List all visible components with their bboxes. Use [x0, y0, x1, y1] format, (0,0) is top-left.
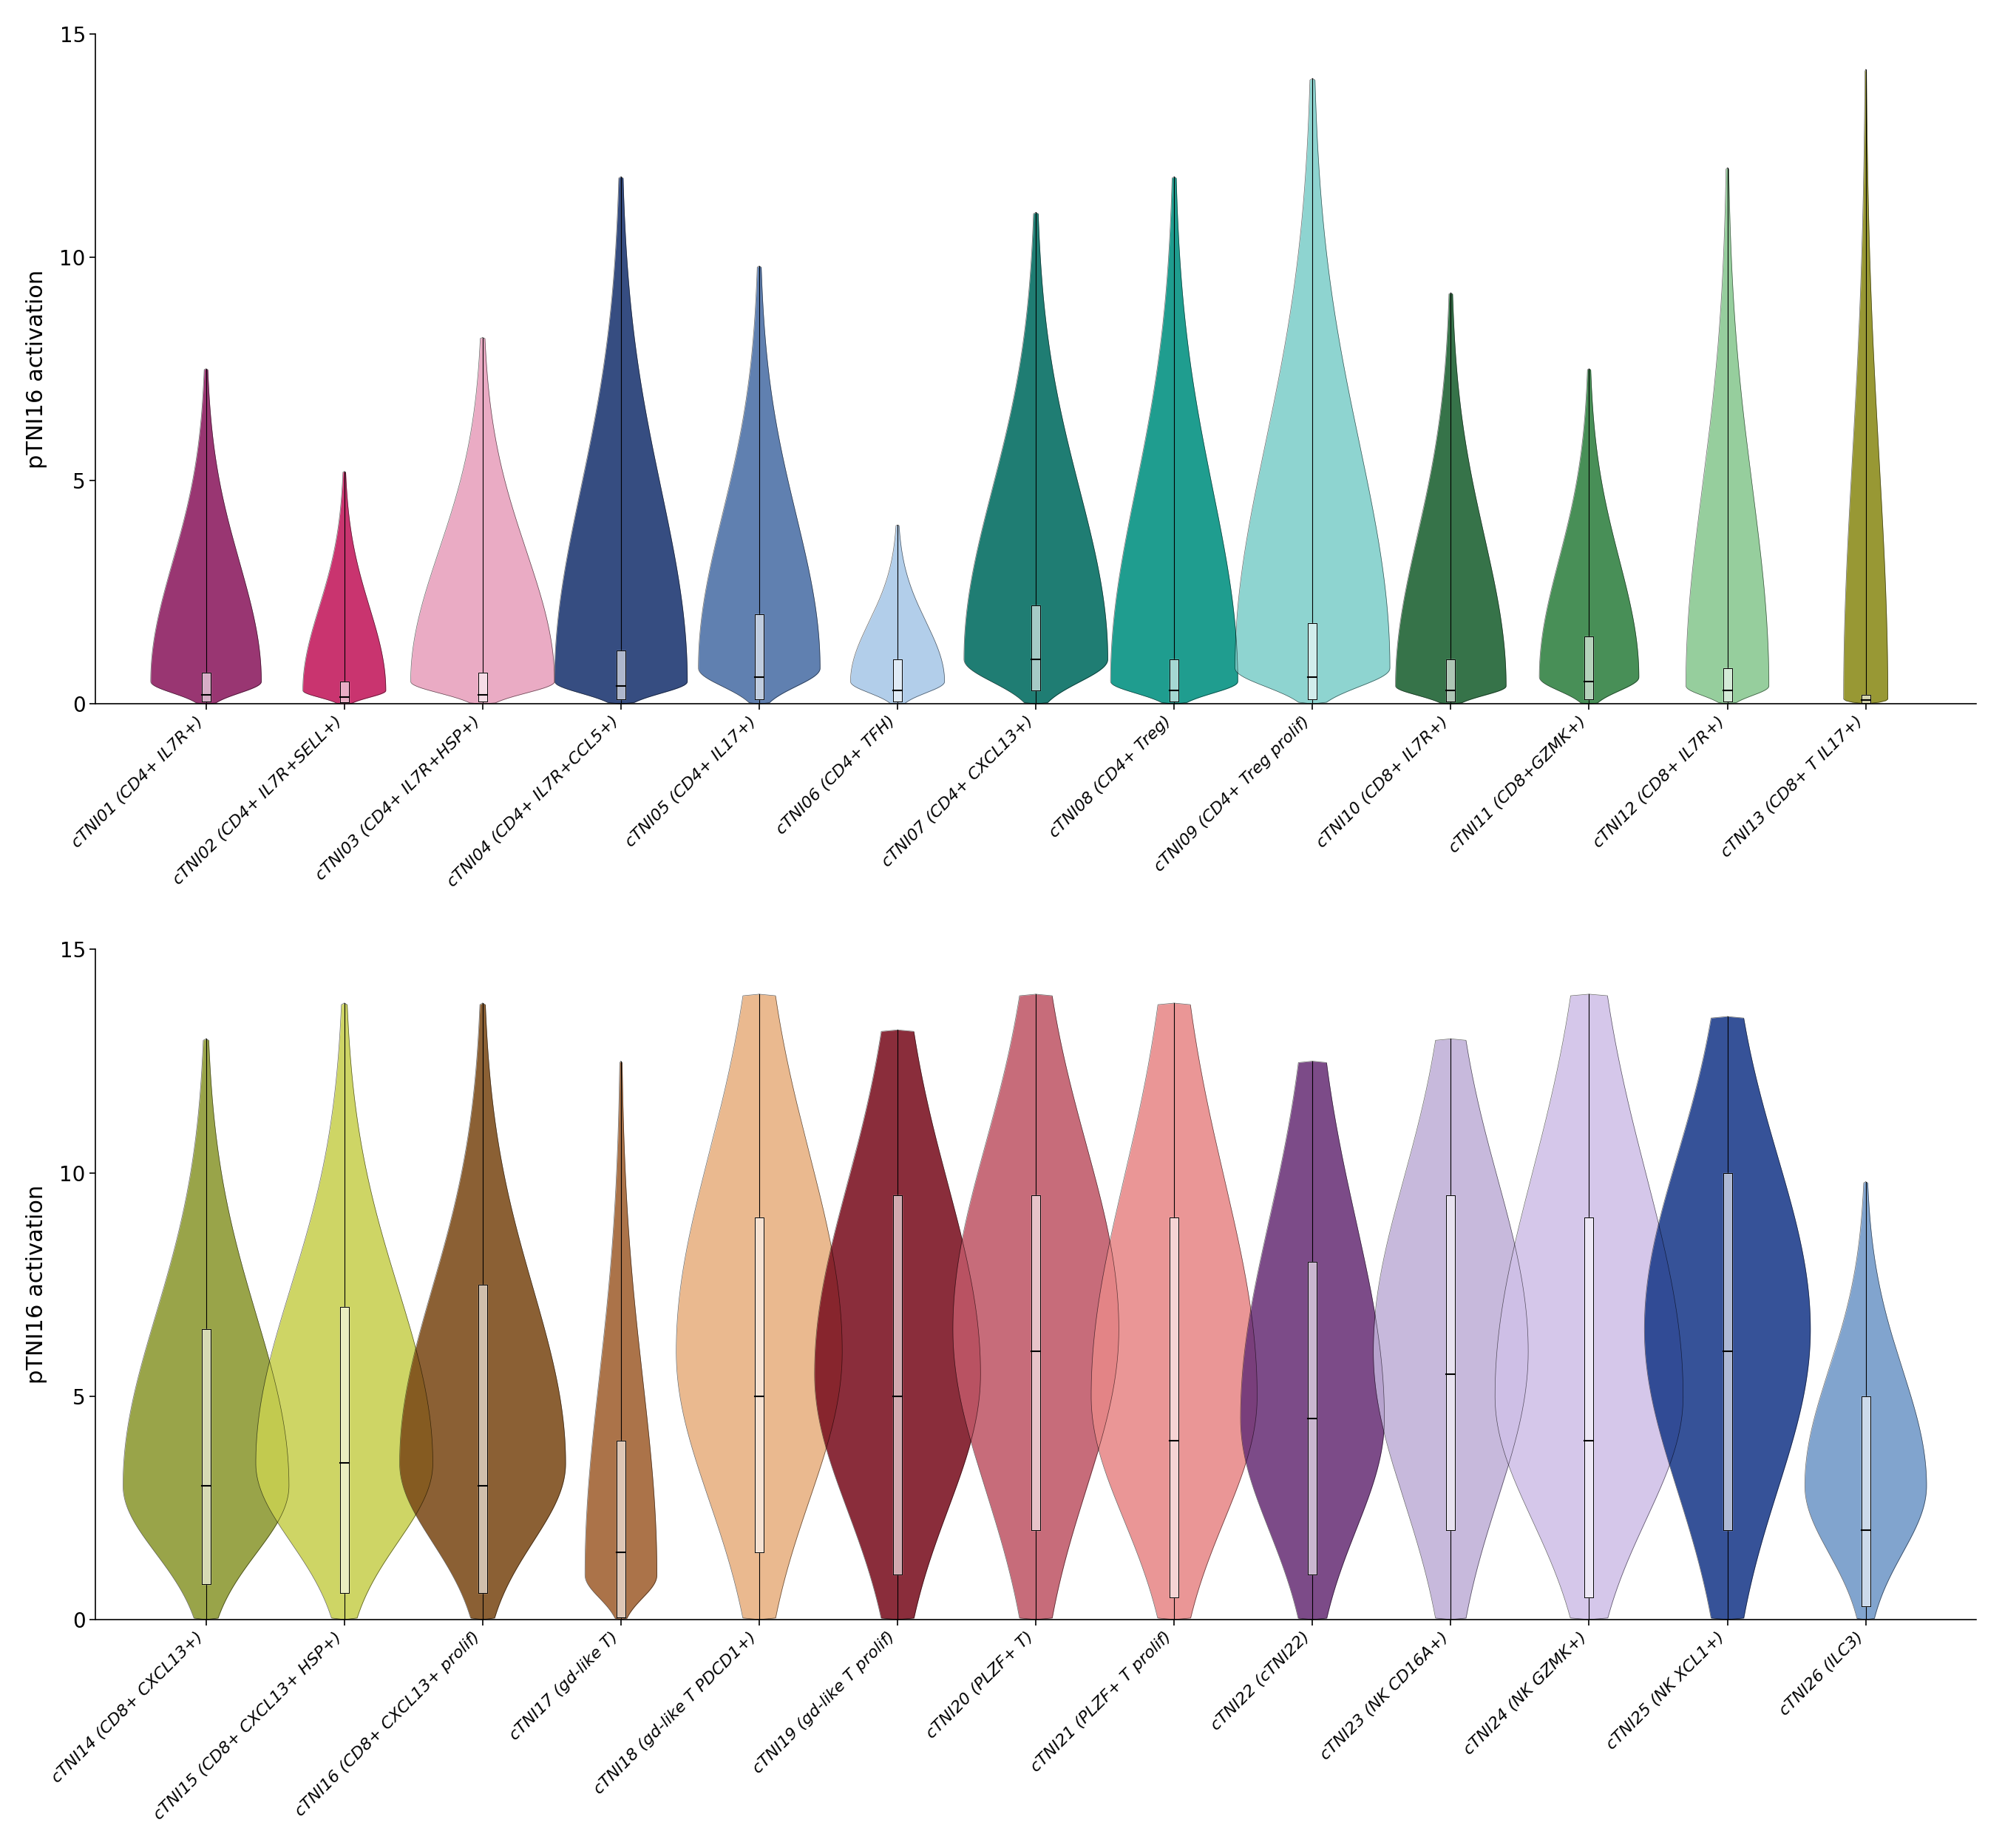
Polygon shape	[1445, 1196, 1455, 1530]
Polygon shape	[617, 650, 625, 699]
Polygon shape	[1724, 669, 1732, 702]
Polygon shape	[1169, 660, 1179, 702]
Y-axis label: pTNI16 activation: pTNI16 activation	[26, 270, 48, 468]
Polygon shape	[1862, 695, 1870, 702]
Polygon shape	[1307, 1262, 1317, 1574]
Polygon shape	[340, 682, 348, 702]
Polygon shape	[755, 615, 763, 699]
Polygon shape	[755, 1218, 763, 1552]
Polygon shape	[893, 660, 903, 702]
Polygon shape	[478, 1284, 486, 1593]
Polygon shape	[1031, 606, 1041, 691]
Y-axis label: pTNI16 activation: pTNI16 activation	[26, 1185, 48, 1384]
Polygon shape	[340, 1307, 348, 1593]
Polygon shape	[1031, 1196, 1041, 1530]
Polygon shape	[1862, 1397, 1870, 1606]
Polygon shape	[202, 673, 210, 702]
Polygon shape	[202, 1329, 210, 1584]
Polygon shape	[1169, 1218, 1179, 1597]
Polygon shape	[1445, 660, 1455, 702]
Polygon shape	[1724, 1173, 1732, 1530]
Polygon shape	[617, 1441, 625, 1617]
Polygon shape	[893, 1196, 903, 1574]
Polygon shape	[478, 673, 486, 702]
Polygon shape	[1586, 1218, 1594, 1597]
Polygon shape	[1307, 623, 1317, 699]
Polygon shape	[1586, 638, 1594, 699]
